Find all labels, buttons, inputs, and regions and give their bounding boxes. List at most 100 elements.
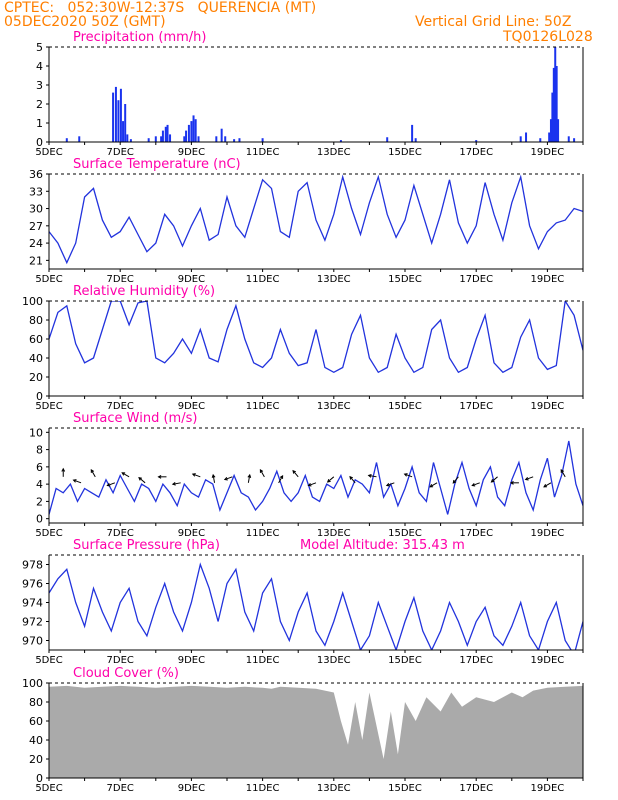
temp-xtick-label: 15DEC — [388, 274, 422, 285]
wind-arrow — [292, 470, 299, 478]
wind-arrow — [560, 469, 566, 478]
temp-xtick-label: 7DEC — [107, 274, 134, 285]
wind-arrow-head — [560, 468, 565, 473]
rh-ytick-label: 20 — [29, 371, 43, 384]
precip-bar — [215, 136, 218, 142]
temp-ytick-label: 27 — [29, 220, 43, 233]
temp-xtick-label: 19DEC — [531, 274, 565, 285]
wind-arrow-head — [307, 482, 312, 487]
wind-arrow-head — [72, 479, 77, 483]
precip-ytick-label: 3 — [36, 79, 43, 92]
wind-xtick-label: 7DEC — [107, 528, 134, 539]
temp-ytick-label: 33 — [29, 185, 43, 198]
wind-arrow-head — [90, 468, 95, 473]
temp-frame — [48, 174, 584, 270]
rh-ytick-label: 60 — [29, 333, 43, 346]
wind-arrow — [107, 482, 116, 487]
wind-arrow-head — [471, 482, 476, 487]
wind-arrow-head — [106, 482, 111, 487]
rh-xtick-label: 7DEC — [107, 401, 134, 412]
precip-bar — [117, 100, 120, 142]
wind-arrow — [224, 476, 233, 481]
pres-panel: Surface Pressure (hPa) 970 972 974 976 978 5DE… — [22, 538, 584, 666]
wind-arrow-head — [138, 477, 143, 481]
wind-arrow-head — [247, 473, 252, 478]
pres-frame — [48, 555, 584, 651]
precip-bar — [129, 139, 132, 142]
wind-arrow — [349, 476, 356, 484]
precip-bar — [551, 92, 554, 142]
precip-bar — [339, 140, 342, 142]
precip-bar — [414, 138, 417, 142]
wind-arrow-head — [349, 475, 353, 480]
wind-xtick-label: 17DEC — [459, 528, 493, 539]
wind-panel: Surface Wind (m/s) 0 2 4 6 8 10 5DEC 7DEC 9DEC 11D… — [29, 411, 584, 539]
pres-series — [49, 562, 583, 650]
precip-bar — [183, 136, 186, 142]
precip-bar — [112, 92, 115, 142]
precip-bar — [161, 130, 164, 142]
temp-ytick-label: 24 — [29, 237, 43, 250]
cloud-xtick-label: 7DEC — [107, 783, 134, 794]
wind-ytick-label: 2 — [36, 495, 43, 508]
rh-xtick-label: 15DEC — [388, 401, 422, 412]
rh-ytick-label: 80 — [29, 314, 43, 327]
pres-xtick-label: 11DEC — [246, 655, 280, 666]
wind-series — [49, 440, 583, 515]
precip-xtick-label: 9DEC — [178, 147, 205, 158]
precip-bar — [549, 119, 552, 142]
wind-arrow-head — [259, 468, 264, 473]
wind-arrow-head — [292, 469, 297, 474]
precip-bar — [124, 104, 127, 142]
precip-bar — [192, 115, 195, 142]
temp-xtick-label: 9DEC — [178, 274, 205, 285]
precip-xtick-label: 13DEC — [317, 147, 351, 158]
temp-ytick-label: 30 — [29, 203, 43, 216]
precip-bar — [411, 124, 414, 142]
rh-xtick-label: 5DEC — [35, 401, 62, 412]
station-header: CPTEC: 052:30W-12:37S QUERENCIA (MT) — [4, 0, 317, 16]
precip-ytick-label: 4 — [36, 60, 43, 73]
wind-xtick-label: 19DEC — [531, 528, 565, 539]
rh-series — [49, 301, 583, 374]
precip-bar — [78, 136, 81, 142]
cloud-ytick-label: 0 — [36, 772, 43, 785]
rh-xtick-label: 19DEC — [531, 401, 565, 412]
pres-ytick-label: 978 — [22, 559, 43, 572]
temp-ytick-label: 21 — [29, 254, 43, 267]
wind-arrow — [429, 482, 438, 488]
cloud-ytick-label: 80 — [29, 696, 43, 709]
precip-bar — [166, 124, 169, 142]
wind-arrow-head — [61, 467, 66, 472]
pres-line — [49, 562, 583, 650]
precip-bar — [220, 128, 223, 142]
precip-ytick-label: 1 — [36, 117, 43, 130]
cloud-xtick-label: 15DEC — [388, 783, 422, 794]
wind-arrow-head — [121, 472, 126, 476]
precip-ytick-label: 5 — [36, 41, 43, 54]
rh-xtick-label: 11DEC — [246, 401, 280, 412]
wind-arrow — [172, 482, 181, 485]
cloud-xtick-label: 11DEC — [246, 783, 280, 794]
wind-arrow-head — [279, 474, 284, 479]
wind-ytick-label: 8 — [36, 444, 43, 457]
wind-title: Surface Wind (m/s) — [73, 411, 197, 426]
wind-xtick-label: 15DEC — [388, 528, 422, 539]
wind-arrow-head — [490, 478, 495, 483]
pres-xtick-label: 7DEC — [107, 655, 134, 666]
precip-bar — [573, 138, 576, 142]
wind-arrow-head — [403, 473, 408, 477]
precip-bar — [185, 130, 188, 142]
wind-arrow-head — [326, 478, 331, 483]
precip-bar — [224, 136, 227, 142]
wind-arrow — [472, 482, 480, 487]
rh-ytick-label: 0 — [36, 390, 43, 403]
rh-ytick-label: 100 — [22, 295, 43, 308]
wind-arrow — [73, 479, 82, 484]
wind-xtick-label: 11DEC — [246, 528, 280, 539]
precip-bar — [548, 132, 551, 142]
wind-arrow — [212, 474, 216, 483]
rh-line — [49, 301, 583, 374]
precip-bar — [552, 67, 555, 142]
